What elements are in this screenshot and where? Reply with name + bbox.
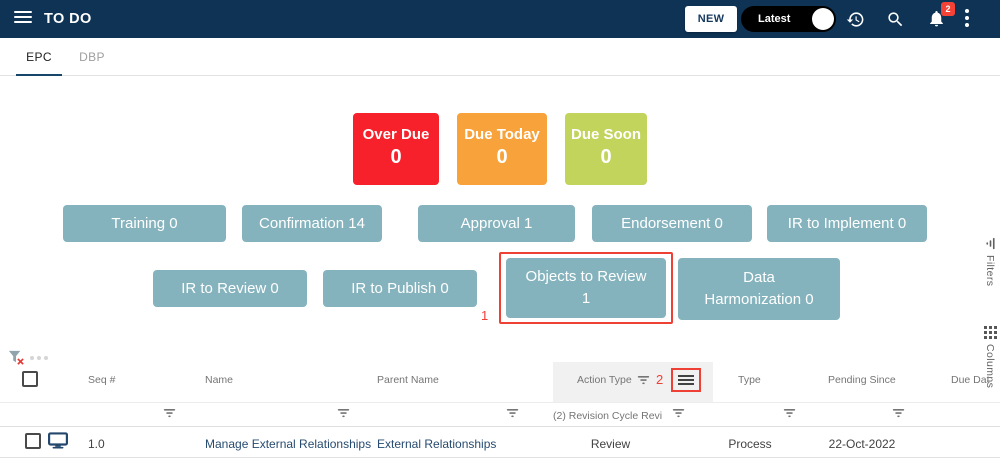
header-due-date[interactable]: Due Dat — [951, 374, 990, 386]
data-harmonization-count: Harmonization 0 — [704, 291, 814, 308]
menu-icon[interactable] — [14, 11, 32, 27]
due-today-card[interactable]: Due Today 0 — [457, 113, 547, 185]
cell-seq: 1.0 — [88, 437, 105, 451]
header-name[interactable]: Name — [205, 374, 234, 386]
page-title: TO DO — [44, 11, 92, 27]
parent-name-filter-icon[interactable] — [506, 408, 519, 418]
divider — [0, 457, 1000, 458]
action-type-menu-icon[interactable] — [671, 368, 701, 392]
app-bar: TO DO NEW Latest 2 — [0, 0, 1000, 38]
category-confirmation-button[interactable]: Confirmation 14 — [242, 205, 382, 242]
header-parent-name[interactable]: Parent Name — [377, 374, 439, 386]
cell-action-type: Review — [590, 437, 631, 451]
cell-type: Process — [728, 437, 772, 451]
header-pending-since[interactable]: Pending Since — [828, 374, 896, 386]
action-type-filter-icon[interactable] — [672, 408, 685, 418]
notification-badge: 2 — [941, 2, 955, 16]
cell-parent-name-link[interactable]: External Relationships — [377, 437, 497, 451]
columns-panel-icon[interactable] — [984, 326, 997, 339]
action-type-sort-filter-icon[interactable] — [637, 375, 650, 385]
toggle-knob-icon — [812, 8, 834, 30]
filters-panel-icon[interactable] — [985, 237, 996, 250]
tab-dbp-label: DBP — [79, 50, 105, 64]
row-checkbox[interactable] — [25, 433, 41, 449]
divider — [0, 402, 1000, 403]
cell-pending-since: 22-Oct-2022 — [828, 437, 896, 451]
category-training-button[interactable]: Training 0 — [63, 205, 226, 242]
due-today-label: Due Today — [464, 126, 540, 143]
overdue-card[interactable]: Over Due 0 — [353, 113, 439, 185]
overdue-count: 0 — [390, 146, 402, 168]
notifications-button[interactable]: 2 — [927, 2, 955, 28]
process-monitor-icon — [48, 432, 68, 449]
overdue-label: Over Due — [362, 126, 430, 143]
divider — [0, 426, 1000, 427]
annotation-step1-number: 1 — [481, 308, 489, 323]
name-filter-icon[interactable] — [337, 408, 350, 418]
clear-filters-icon[interactable] — [8, 349, 25, 366]
header-type[interactable]: Type — [738, 374, 761, 386]
due-soon-card[interactable]: Due Soon 0 — [565, 113, 647, 185]
new-button[interactable]: NEW — [685, 6, 737, 32]
search-icon[interactable] — [886, 10, 905, 29]
header-action-type[interactable]: Action Type — [577, 374, 632, 386]
header-seq[interactable]: Seq # — [88, 374, 116, 386]
more-options-icon[interactable] — [965, 9, 969, 30]
objects-to-review-label: Objects to Review — [525, 268, 647, 286]
due-summary-cards: Over Due 0 Due Today 0 Due Soon 0 — [0, 113, 1000, 185]
seq-filter-icon[interactable] — [163, 408, 176, 418]
category-data-harmonization-button[interactable]: Data Harmonization 0 — [678, 258, 840, 320]
category-endorsement-button[interactable]: Endorsement 0 — [592, 205, 752, 242]
select-all-checkbox[interactable] — [22, 371, 38, 387]
annotation-step2-number: 2 — [656, 372, 664, 387]
due-today-count: 0 — [496, 146, 508, 168]
columns-panel-tab[interactable]: Columns — [984, 344, 996, 389]
cell-name-link[interactable]: Manage External Relationships — [205, 437, 372, 451]
latest-toggle-label: Latest — [758, 13, 791, 25]
action-type-filter-value[interactable]: (2) Revision Cycle Revi — [553, 410, 663, 422]
active-tab-indicator — [16, 74, 62, 76]
latest-toggle[interactable]: Latest — [741, 6, 836, 32]
category-ir-to-publish-button[interactable]: IR to Publish 0 — [323, 270, 477, 307]
filters-panel-tab[interactable]: Filters — [984, 255, 996, 287]
category-objects-to-review-button[interactable]: Objects to Review 1 — [506, 258, 666, 318]
tab-epc-label: EPC — [26, 50, 52, 64]
category-ir-to-review-button[interactable]: IR to Review 0 — [153, 270, 307, 307]
tab-epc[interactable]: EPC — [16, 38, 62, 76]
tab-dbp[interactable]: DBP — [70, 38, 114, 76]
tab-bar: EPC DBP — [0, 38, 1000, 76]
objects-to-review-count: 1 — [581, 290, 591, 307]
pending-since-filter-icon[interactable] — [892, 408, 905, 418]
category-approval-button[interactable]: Approval 1 — [418, 205, 575, 242]
due-soon-label: Due Soon — [571, 126, 641, 143]
history-icon[interactable] — [846, 10, 865, 29]
grid-more-options-icon[interactable] — [30, 356, 48, 360]
type-filter-icon[interactable] — [783, 408, 796, 418]
data-harmonization-label: Data — [743, 269, 775, 287]
bell-icon — [930, 10, 943, 27]
category-ir-to-implement-button[interactable]: IR to Implement 0 — [767, 205, 927, 242]
due-soon-count: 0 — [600, 146, 612, 168]
